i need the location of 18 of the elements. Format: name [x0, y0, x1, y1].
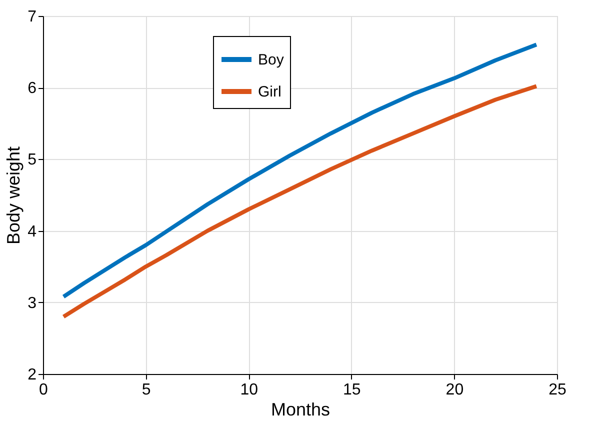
x-tick-label: 0 — [39, 382, 48, 398]
x-tick-label: 15 — [343, 382, 361, 398]
line-series — [62, 84, 538, 319]
x-tick-label: 10 — [240, 382, 258, 398]
y-tick-label: 3 — [28, 294, 37, 312]
x-tick-label: 20 — [446, 382, 464, 398]
y-tick-label: 4 — [28, 223, 37, 240]
y-tick-label: 5 — [28, 152, 37, 169]
x-tick-label: 5 — [142, 382, 151, 398]
line-series — [62, 42, 538, 299]
y-tick-label: 2 — [28, 366, 37, 384]
legend-label: Girl — [258, 84, 282, 100]
y-tick-label: 6 — [28, 80, 37, 98]
x-axis-title: Months — [270, 400, 330, 420]
x-tick-label: 25 — [548, 382, 566, 398]
y-tick-label: 7 — [28, 8, 37, 26]
y-axis-title: Body weight — [4, 146, 24, 245]
legend-label: Boy — [258, 52, 284, 68]
